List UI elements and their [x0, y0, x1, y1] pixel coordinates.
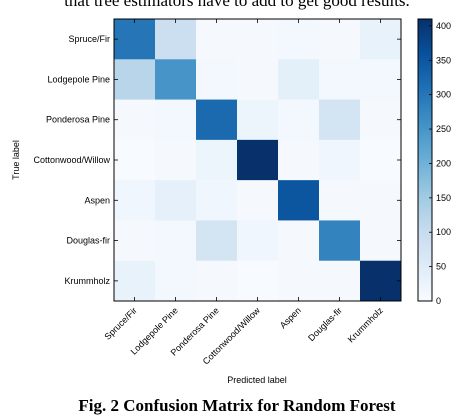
- heatmap-cell: [319, 59, 361, 101]
- heatmap-cell: [196, 59, 238, 101]
- heatmap-cell: [360, 180, 402, 221]
- x-tick-label: Aspen: [278, 305, 303, 330]
- heatmap-cell: [196, 19, 238, 60]
- y-tick-label: Aspen: [84, 195, 110, 205]
- colorbar-tick-label: 0: [436, 296, 441, 306]
- heatmap-cell: [196, 220, 238, 262]
- heatmap-cell: [155, 180, 197, 221]
- heatmap-cell: [319, 99, 361, 141]
- heatmap-cell: [278, 220, 320, 262]
- heatmap-cell: [237, 220, 279, 262]
- y-tick-label: Cottonwood/Willow: [33, 155, 110, 165]
- colorbar-tick-label: 200: [436, 158, 451, 168]
- heatmap-cell: [319, 139, 361, 181]
- heatmap-cell: [237, 260, 279, 302]
- heatmap-cell: [278, 99, 320, 141]
- heatmap-cell: [360, 220, 402, 262]
- heatmap-cell: [360, 59, 402, 101]
- x-tick-label: Krummholz: [346, 305, 386, 345]
- colorbar-tick-label: 50: [436, 262, 446, 272]
- y-tick-label: Spruce/Fir: [68, 34, 110, 44]
- y-tick-label: Lodgepole Pine: [47, 74, 110, 84]
- heatmap-cell: [155, 19, 197, 60]
- body-text-line: that tree estimators have to add to get …: [64, 0, 410, 10]
- x-tick-label: Douglas-fir: [306, 305, 344, 343]
- heatmap-cell: [155, 220, 197, 262]
- heatmap-cell: [114, 220, 156, 262]
- heatmap-cell: [114, 99, 156, 141]
- colorbar-tick-label: 100: [436, 227, 451, 237]
- heatmap-cell: [114, 59, 156, 101]
- colorbar-tick-label: 400: [436, 21, 451, 31]
- heatmap-cell: [114, 139, 156, 181]
- heatmap-cell: [114, 19, 156, 60]
- heatmap-cell: [196, 260, 238, 302]
- heatmap-cell: [360, 260, 402, 302]
- colorbar-ticks: 0 50 100 150 200 250 300 350 400: [429, 21, 451, 306]
- heatmap-cell: [319, 220, 361, 262]
- colorbar-tick-label: 250: [436, 124, 451, 134]
- heatmap-cell: [237, 139, 279, 181]
- heatmap-cell: [237, 19, 279, 60]
- heatmap-cell: [278, 180, 320, 221]
- heatmap-cell: [196, 139, 238, 181]
- heatmap-cell: [319, 260, 361, 302]
- heatmap-cell: [155, 139, 197, 181]
- colorbar-tick-label: 300: [436, 90, 451, 100]
- heatmap-cell: [237, 59, 279, 101]
- heatmap-cell: [278, 139, 320, 181]
- heatmap-cell: [196, 99, 238, 141]
- colorbar-tick-label: 150: [436, 193, 451, 203]
- heatmap-cell: [155, 260, 197, 302]
- heatmap-cell: [360, 139, 402, 181]
- heatmap-cell: [278, 260, 320, 302]
- heatmap-cell: [114, 260, 156, 302]
- heatmap-cell: [360, 19, 402, 60]
- colorbar-tick-label: 350: [436, 55, 451, 65]
- heatmap-cell: [360, 99, 402, 141]
- colorbar: [417, 18, 433, 302]
- heatmap-cell: [278, 59, 320, 101]
- y-tick-label: Ponderosa Pine: [46, 115, 110, 125]
- y-tick-labels: Spruce/Fir Lodgepole Pine Ponderosa Pine Co…: [33, 34, 401, 286]
- heatmap-cells: [114, 19, 402, 302]
- heatmap-cell: [319, 19, 361, 60]
- heatmap-cell: [278, 19, 320, 60]
- heatmap-cell: [237, 180, 279, 221]
- heatmap-cell: [155, 99, 197, 141]
- figure-caption: Fig. 2 Confusion Matrix for Random Fores…: [78, 396, 396, 415]
- heatmap-cell: [237, 99, 279, 141]
- heatmap-cell: [196, 180, 238, 221]
- heatmap-cell: [319, 180, 361, 221]
- heatmap-cell: [155, 59, 197, 101]
- x-tick-label: Spruce/Fir: [102, 305, 138, 341]
- heatmap-cell: [114, 180, 156, 221]
- y-tick-label: Krummholz: [64, 276, 110, 286]
- y-tick-label: Douglas-fir: [66, 236, 110, 246]
- x-axis-label: Predicted label: [227, 375, 287, 385]
- y-axis-label: True label: [11, 140, 21, 180]
